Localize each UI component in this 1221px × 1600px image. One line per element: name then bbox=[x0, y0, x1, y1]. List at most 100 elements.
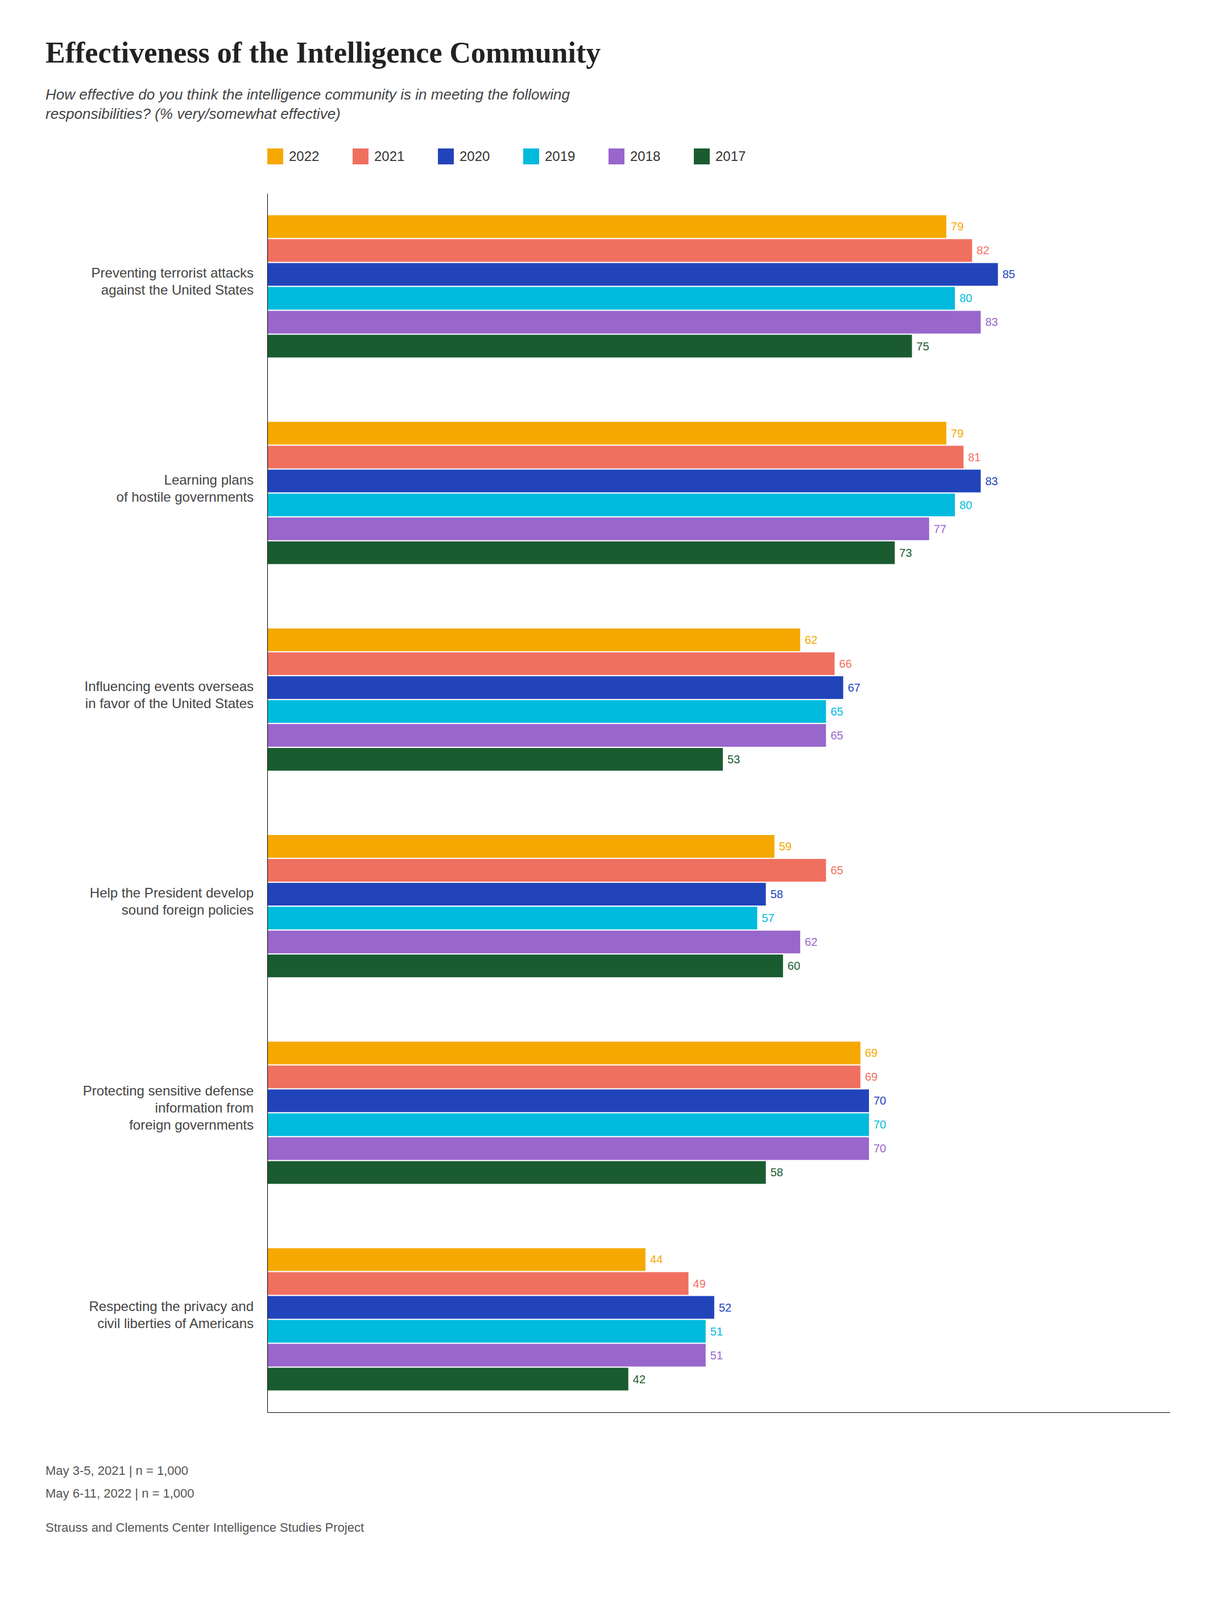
subtitle: How effective do you think the intellige… bbox=[45, 85, 571, 123]
bar bbox=[267, 493, 955, 517]
data-label: 81 bbox=[967, 450, 981, 464]
data-label: 49 bbox=[693, 1277, 706, 1290]
legend-label: 2019 bbox=[544, 148, 575, 164]
data-label: 70 bbox=[873, 1118, 887, 1131]
bar bbox=[267, 906, 758, 930]
legend-label: 2020 bbox=[459, 148, 490, 164]
text-line: Protecting sensitive defense bbox=[83, 1082, 254, 1099]
bar bbox=[267, 700, 826, 723]
legend-swatch bbox=[352, 148, 369, 165]
data-label: 51 bbox=[710, 1348, 723, 1362]
x-axis-line bbox=[267, 1412, 1171, 1413]
data-label: 58 bbox=[770, 1165, 784, 1179]
text-line: information from bbox=[155, 1099, 254, 1116]
text-line: Preventing terrorist attacks bbox=[91, 265, 254, 281]
data-label: 67 bbox=[847, 681, 861, 694]
y-axis-line bbox=[267, 193, 268, 1413]
legend-item: 2022 bbox=[267, 148, 320, 165]
text-line: Respecting the privacy and bbox=[89, 1298, 255, 1314]
bar bbox=[267, 1160, 767, 1184]
bar bbox=[267, 747, 723, 771]
category-labels: Preventing terrorist attacksagainst the … bbox=[83, 265, 254, 1331]
legend-item: 2019 bbox=[523, 148, 575, 165]
data-label: 51 bbox=[710, 1325, 723, 1338]
bar bbox=[267, 286, 955, 310]
annotation: Strauss and Clements Center Intelligence… bbox=[45, 1520, 364, 1535]
legend-label: 2021 bbox=[374, 148, 405, 164]
data-label: 69 bbox=[864, 1070, 878, 1083]
text-line: Help the President develop bbox=[89, 884, 254, 901]
annotations: May 3-5, 2021 | n = 1,000 May 6-11, 2022 … bbox=[45, 1463, 364, 1535]
data-label: 82 bbox=[976, 243, 989, 257]
text-line: in favor of the United States bbox=[85, 695, 254, 711]
annotation: May 6-11, 2022 | n = 1,000 bbox=[45, 1486, 195, 1501]
bar bbox=[267, 1065, 861, 1088]
bar bbox=[267, 421, 947, 445]
legend-swatch bbox=[523, 148, 540, 165]
data-label: 66 bbox=[839, 657, 852, 670]
bar bbox=[267, 1112, 869, 1136]
data-label: 80 bbox=[959, 498, 972, 512]
bar bbox=[267, 1136, 869, 1160]
category-label: Respecting the privacy andcivil libertie… bbox=[89, 1298, 255, 1331]
bar bbox=[267, 214, 947, 238]
data-label: 58 bbox=[770, 887, 784, 901]
data-label: 70 bbox=[873, 1141, 887, 1155]
data-label: 77 bbox=[933, 522, 947, 536]
legend-label: 2018 bbox=[630, 148, 661, 164]
data-label: 57 bbox=[762, 911, 775, 925]
bar bbox=[267, 882, 767, 906]
legend-item: 2020 bbox=[437, 148, 490, 165]
bar bbox=[267, 334, 913, 358]
bar bbox=[267, 834, 775, 858]
annotation: May 3-5, 2021 | n = 1,000 bbox=[45, 1463, 189, 1478]
bar bbox=[267, 1319, 706, 1343]
data-label: 73 bbox=[899, 546, 912, 560]
bar bbox=[267, 445, 964, 469]
data-label: 65 bbox=[830, 863, 843, 877]
legend-swatch bbox=[608, 148, 625, 165]
data-label: 59 bbox=[779, 839, 792, 853]
bar bbox=[267, 1272, 689, 1295]
data-labels: 7979625969448281666569498583675870528080… bbox=[632, 220, 1016, 1385]
data-label: 69 bbox=[864, 1046, 878, 1059]
title: Effectiveness of the Intelligence Commun… bbox=[45, 36, 601, 69]
data-label: 52 bbox=[718, 1301, 732, 1314]
chart: Effectiveness of the Intelligence Commun… bbox=[0, 0, 1221, 1600]
data-label: 62 bbox=[804, 633, 818, 647]
legend: 2022 2021 2020 2019 2018 2017 bbox=[267, 148, 746, 165]
data-label: 79 bbox=[950, 427, 964, 440]
category-label: Help the President developsound foreign … bbox=[89, 884, 254, 918]
category-label: Protecting sensitive defenseinformation … bbox=[83, 1082, 254, 1133]
data-label: 60 bbox=[787, 959, 801, 972]
bar bbox=[267, 1041, 861, 1065]
bar bbox=[267, 652, 835, 676]
legend-item: 2018 bbox=[608, 148, 661, 165]
bar bbox=[267, 628, 801, 652]
bar bbox=[267, 541, 895, 565]
text-line: responsibilities? (% very/somewhat effec… bbox=[45, 105, 341, 123]
category-label: Preventing terrorist attacksagainst the … bbox=[91, 265, 254, 298]
bar bbox=[267, 1248, 646, 1272]
text-line: foreign governments bbox=[129, 1116, 254, 1133]
data-label: 79 bbox=[950, 220, 964, 233]
bar bbox=[267, 954, 784, 978]
x-axis bbox=[267, 1412, 1171, 1413]
bar bbox=[267, 469, 981, 493]
text-line: sound foreign policies bbox=[121, 901, 254, 918]
bar bbox=[267, 1367, 629, 1391]
bar bbox=[267, 262, 999, 286]
legend-label: 2017 bbox=[715, 148, 746, 164]
legend-item: 2021 bbox=[352, 148, 405, 165]
data-label: 83 bbox=[984, 474, 998, 488]
text-line: How effective do you think the intellige… bbox=[45, 85, 571, 103]
bar bbox=[267, 311, 981, 334]
legend-swatch bbox=[437, 148, 454, 165]
text-line: Learning plans bbox=[164, 472, 254, 488]
legend-swatch bbox=[693, 148, 710, 165]
data-label: 83 bbox=[984, 315, 998, 329]
data-label: 44 bbox=[650, 1252, 663, 1266]
bar bbox=[267, 1343, 706, 1367]
legend-swatch bbox=[267, 148, 284, 165]
data-label: 65 bbox=[830, 729, 843, 742]
